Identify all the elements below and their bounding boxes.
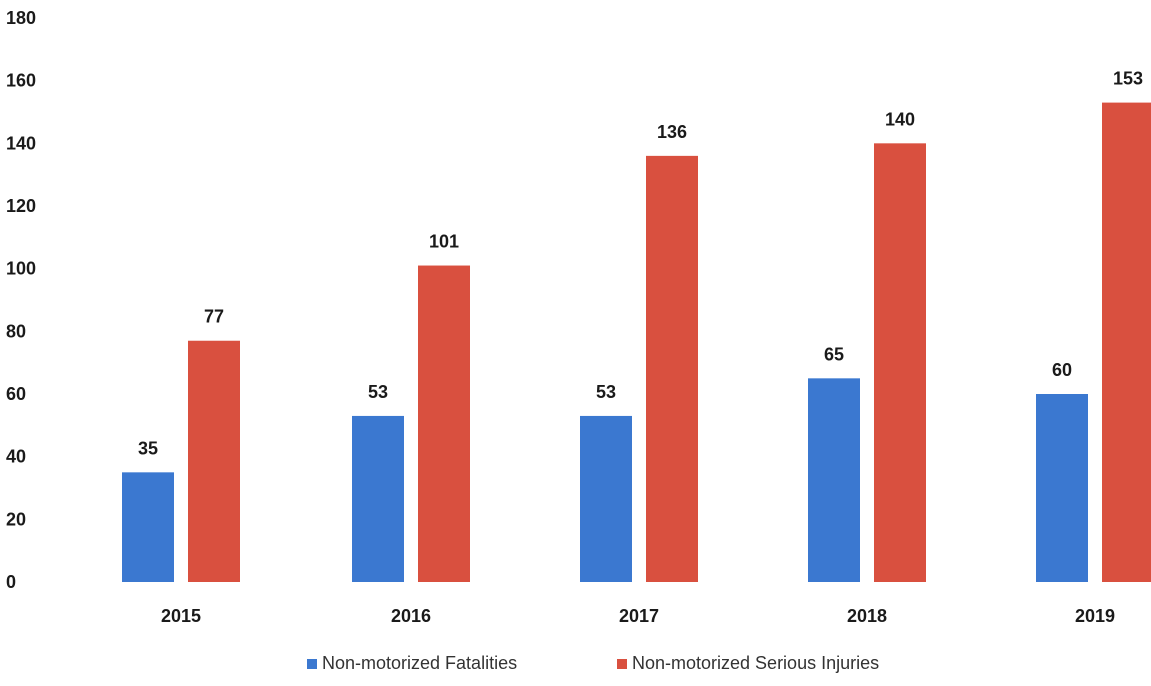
bar-fatalities (122, 472, 174, 582)
y-tick-label: 160 (6, 71, 36, 91)
data-label: 140 (885, 109, 915, 129)
bar-serious-injuries (1102, 102, 1151, 582)
bar-serious-injuries (188, 340, 240, 582)
bar-serious-injuries (874, 143, 926, 583)
data-label: 35 (138, 438, 158, 458)
data-label: 65 (824, 344, 844, 364)
legend-label: Non-motorized Fatalities (322, 653, 517, 673)
data-label: 53 (368, 382, 388, 402)
legend-label: Non-motorized Serious Injuries (632, 653, 879, 673)
y-tick-label: 60 (6, 384, 26, 404)
y-tick-label: 20 (6, 509, 26, 529)
legend-swatch (307, 659, 317, 669)
data-label: 101 (429, 232, 459, 252)
y-tick-label: 0 (6, 572, 16, 592)
y-tick-label: 100 (6, 259, 36, 279)
legend-swatch (617, 659, 627, 669)
y-tick-label: 120 (6, 196, 36, 216)
data-label: 153 (1113, 69, 1143, 89)
y-tick-label: 80 (6, 321, 26, 341)
data-label: 60 (1052, 360, 1072, 380)
bar-fatalities (580, 415, 632, 582)
y-tick-label: 140 (6, 133, 36, 153)
data-label: 136 (657, 122, 687, 142)
x-tick-label: 2018 (847, 606, 887, 626)
bar-fatalities (808, 378, 860, 582)
x-tick-label: 2017 (619, 606, 659, 626)
x-tick-label: 2016 (391, 606, 431, 626)
legend-item: Non-motorized Serious Injuries (617, 653, 879, 673)
bar-fatalities (1036, 394, 1088, 582)
data-label: 53 (596, 382, 616, 402)
legend-item: Non-motorized Fatalities (307, 653, 517, 673)
x-tick-label: 2015 (161, 606, 201, 626)
x-tick-label: 2019 (1075, 606, 1115, 626)
bar-serious-injuries (418, 265, 470, 582)
y-tick-label: 180 (6, 8, 36, 28)
bar-fatalities (352, 415, 404, 582)
bar-serious-injuries (646, 155, 698, 582)
data-label: 77 (204, 307, 224, 327)
y-tick-label: 40 (6, 447, 26, 467)
